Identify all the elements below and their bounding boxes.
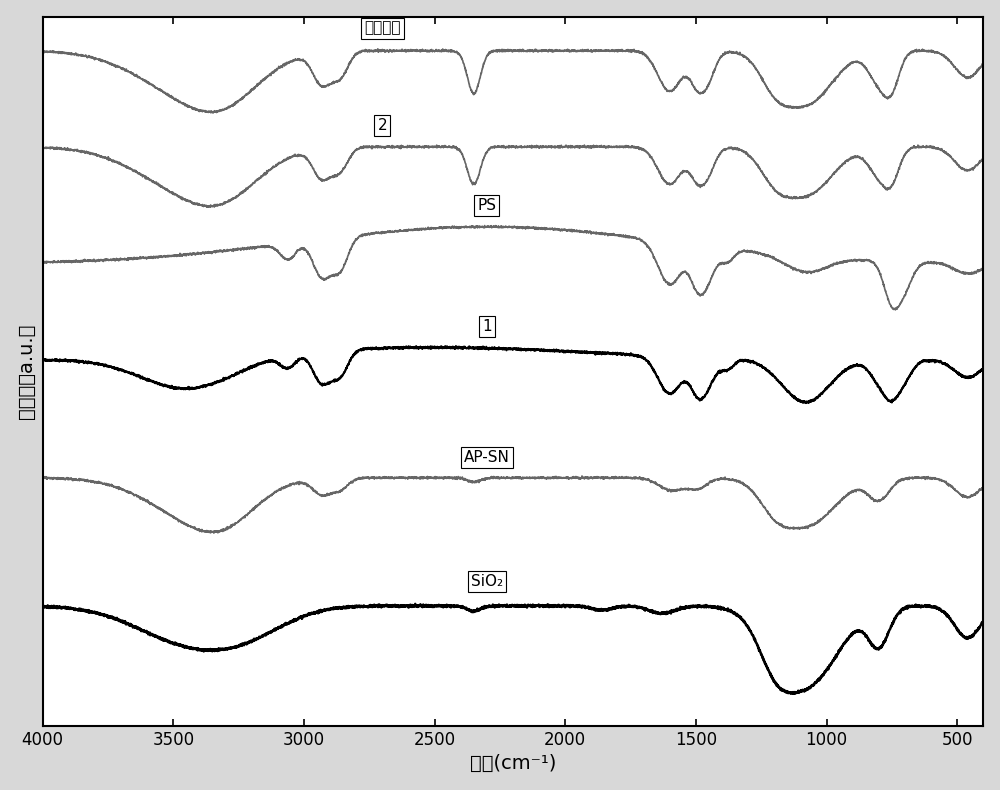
Text: 1: 1 [482, 319, 492, 334]
Text: 目标产物: 目标产物 [364, 21, 401, 36]
Text: PS: PS [477, 198, 496, 213]
Text: AP-SN: AP-SN [464, 450, 510, 465]
Y-axis label: 透光率（a.u.）: 透光率（a.u.） [17, 324, 36, 419]
Text: 2: 2 [378, 118, 387, 134]
X-axis label: 波长(cm⁻¹): 波长(cm⁻¹) [470, 754, 556, 773]
Text: SiO₂: SiO₂ [471, 574, 503, 589]
